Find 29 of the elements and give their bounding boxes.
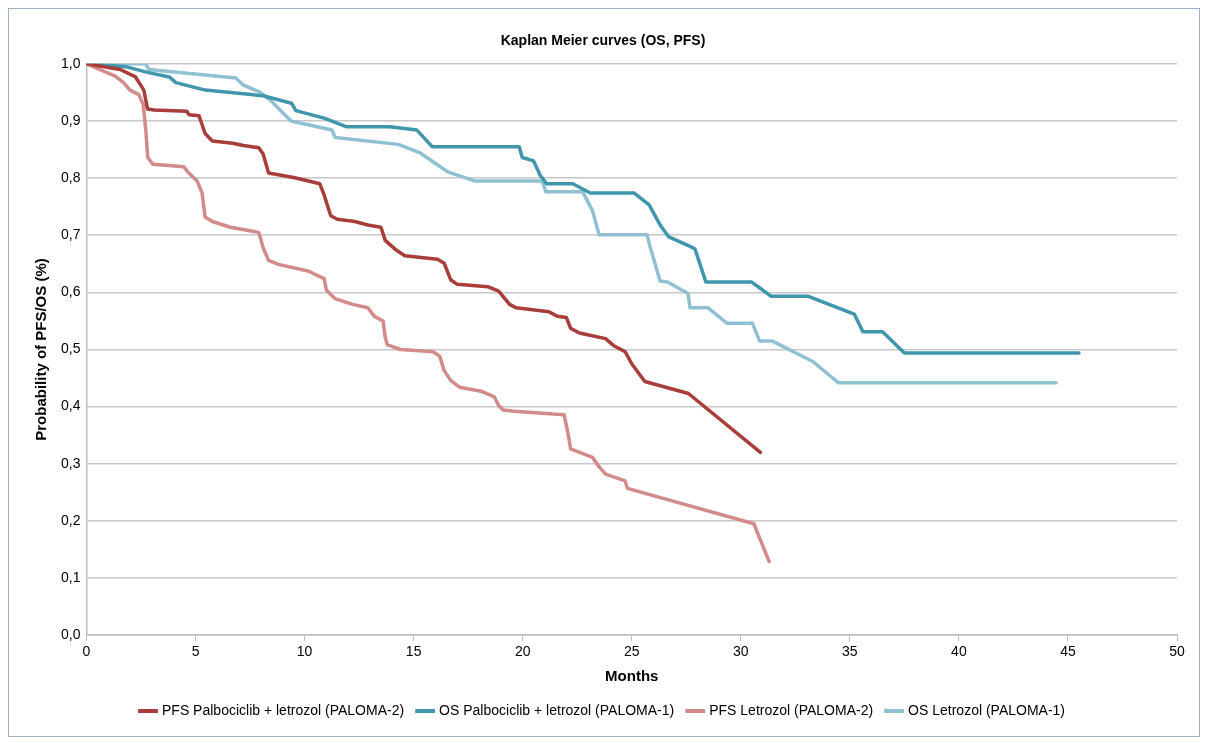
y-tick-label: 0,8 [60,168,81,185]
x-tick-label: 35 [842,643,858,660]
legend-label: PFS Palbociclib + letrozol (PALOMA-2) [162,701,405,718]
y-tick-label: 0,3 [60,454,81,471]
x-tick-label: 15 [405,643,422,660]
x-tick-label: 45 [1060,643,1076,660]
x-tick-label: 50 [1169,643,1185,660]
x-tick-label: 0 [82,643,91,660]
y-tick-label: 0,9 [60,111,81,128]
y-tick-label: 1,0 [60,54,81,71]
x-axis-title: Months [605,667,659,685]
chart-title: Kaplan Meier curves (OS, PFS) [500,32,706,49]
y-tick-label: 0,5 [60,340,81,357]
y-tick-label: 0,6 [60,283,81,300]
legend-label: PFS Letrozol (PALOMA-2) [709,701,874,718]
legend-label: OS Palbociclib + letrozol (PALOMA-1) [439,701,675,718]
y-tick-label: 0,1 [60,568,81,585]
legend-label: OS Letrozol (PALOMA-1) [908,701,1066,718]
x-tick-label: 30 [733,643,749,660]
x-tick-label: 10 [296,643,313,660]
x-tick-label: 5 [191,643,200,660]
x-tick-label: 40 [951,643,967,660]
y-tick-label: 0,4 [60,397,81,414]
y-tick-label: 0,7 [60,226,81,243]
y-axis-title: Probability of PFS/OS (%) [32,258,50,441]
y-tick-label: 0,2 [60,511,81,528]
y-tick-label: 0,0 [60,626,81,643]
x-tick-label: 25 [623,643,640,660]
x-tick-label: 20 [514,643,531,660]
